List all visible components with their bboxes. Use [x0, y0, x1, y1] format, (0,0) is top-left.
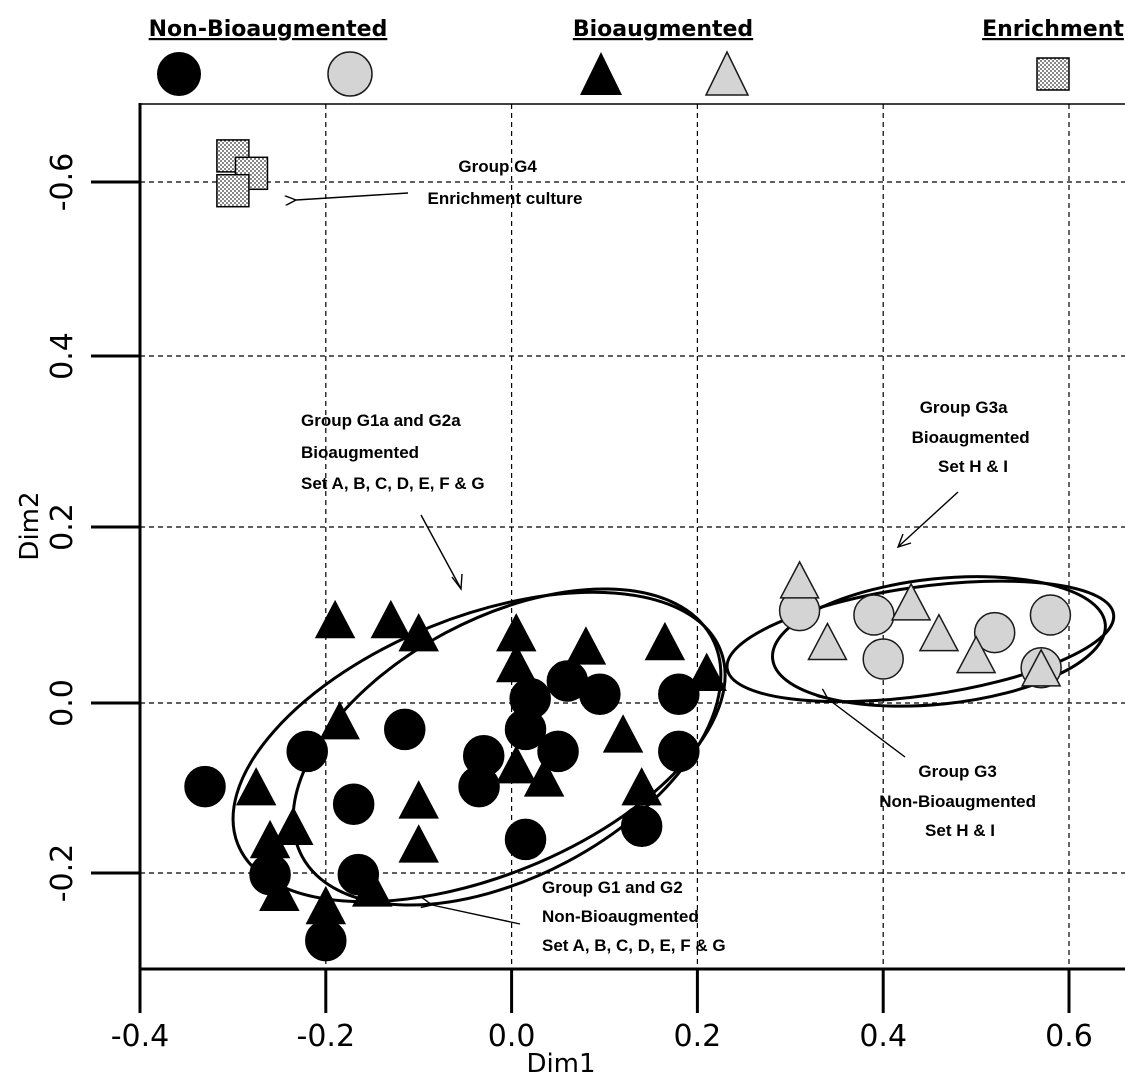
y-tick-label: 0.0	[45, 679, 80, 727]
annotation-g3: Group G3 Non-Bioaugmented Set H & I	[879, 762, 1041, 840]
gridlines	[140, 104, 1125, 969]
point-bioaugmented-light	[918, 613, 960, 652]
point-non-bioaugmented-light	[853, 594, 895, 636]
point-bioaugmented-dark	[496, 643, 537, 683]
x-tick-label: -0.2	[297, 1019, 356, 1054]
point-non-bioaugmented-dark	[504, 708, 547, 751]
y-tick-label: -0.2	[45, 844, 80, 903]
x-tick-label: 0.0	[488, 1019, 536, 1054]
point-bioaugmented-dark	[523, 758, 565, 797]
annotation-g3a-arrow	[898, 491, 959, 547]
point-bioaugmented-dark	[621, 767, 662, 806]
point-non-bioaugmented-dark	[537, 730, 579, 773]
annotation-g3a: Group G3a Bioaugmented Set H & I	[912, 398, 1035, 476]
annotation-g1a-g2a: Group G1a and G2a Bioaugmented Set A, B,…	[301, 411, 485, 493]
annotation-g1-g2: Group G1 and G2 Non-Bioaugmented Set A, …	[542, 878, 726, 955]
legend-title-bioaugmented: Bioaugmented	[573, 17, 753, 42]
legend-marker-dark-triangle	[580, 52, 622, 95]
group-ellipse	[725, 579, 1116, 704]
point-non-bioaugmented-dark	[332, 783, 375, 825]
legend-marker-light-circle	[327, 51, 373, 97]
point-non-bioaugmented-dark	[384, 708, 426, 751]
annotations: Group G4 Enrichment culture Group G1a an…	[296, 157, 1041, 955]
point-bioaugmented-dark	[314, 599, 356, 639]
annotation-g1a-arrowhead	[451, 573, 463, 591]
point-non-bioaugmented-dark	[305, 919, 347, 962]
point-non-bioaugmented-dark	[620, 805, 663, 847]
legend-marker-dark-circle	[157, 52, 201, 96]
point-non-bioaugmented-dark	[184, 765, 226, 808]
point-non-bioaugmented-dark	[579, 673, 621, 715]
point-bioaugmented-dark	[398, 780, 439, 819]
point-bioaugmented-light	[807, 621, 848, 661]
point-bioaugmented-dark	[398, 613, 439, 652]
y-axis-title: Dim2	[15, 491, 45, 560]
point-enrichment	[216, 173, 250, 208]
group-ellipses	[231, 575, 1116, 907]
axis-ticks: -0.4 -0.2 0.0 0.2 0.4 0.6 -0.6 0.4 0.2 0.0 -0.2	[45, 153, 1093, 1054]
annotation-g1-arrow	[432, 905, 521, 925]
annotation-g4-arrow	[296, 192, 409, 200]
data-points	[184, 139, 1072, 962]
legend: Non-Bioaugmented Bioaugmented Enrichment	[149, 17, 1124, 97]
point-bioaugmented-dark	[273, 806, 314, 846]
point-bioaugmented-dark	[319, 701, 360, 740]
y-tick-label: -0.6	[45, 153, 80, 212]
y-tick-label: 0.2	[45, 503, 80, 551]
annotation-g1a-arrow	[420, 514, 461, 588]
point-non-bioaugmented-dark	[658, 673, 700, 715]
point-bioaugmented-light	[955, 635, 997, 674]
point-non-bioaugmented-dark	[504, 818, 547, 861]
point-bioaugmented-light	[890, 582, 932, 621]
point-bioaugmented-dark	[602, 714, 644, 753]
annotation-g3a-arrowhead	[896, 533, 912, 549]
x-axis-title: Dim1	[526, 1049, 595, 1079]
point-bioaugmented-dark	[496, 745, 537, 784]
point-bioaugmented-dark	[565, 626, 607, 665]
x-tick-label: -0.4	[111, 1019, 170, 1054]
point-bioaugmented-light	[779, 560, 820, 599]
point-bioaugmented-dark	[235, 767, 277, 806]
annotation-g3-arrow	[828, 699, 906, 758]
point-non-bioaugmented-light	[973, 611, 1016, 654]
legend-title-non-bioaugmented: Non-Bioaugmented	[149, 17, 388, 42]
point-non-bioaugmented-light	[1029, 594, 1072, 636]
point-bioaugmented-light	[1020, 648, 1062, 687]
point-bioaugmented-dark	[352, 868, 393, 907]
legend-title-enrichment: Enrichment	[982, 17, 1124, 42]
point-bioaugmented-dark	[259, 872, 300, 912]
x-tick-label: 0.6	[1045, 1019, 1093, 1054]
point-non-bioaugmented-light	[862, 638, 904, 680]
point-non-bioaugmented-dark	[286, 730, 328, 773]
group-ellipse	[771, 575, 1107, 708]
point-bioaugmented-dark	[305, 885, 347, 925]
group-ellipse	[291, 587, 723, 907]
legend-marker-light-triangle	[704, 50, 750, 96]
group-ellipse	[231, 590, 727, 904]
y-tick-label: 0.4	[45, 332, 80, 380]
point-bioaugmented-dark	[370, 599, 412, 639]
x-tick-label: 0.4	[859, 1019, 907, 1054]
annotation-g4: Group G4 Enrichment culture	[428, 157, 583, 208]
axes	[138, 103, 1125, 971]
point-non-bioaugmented-dark	[658, 730, 700, 773]
point-bioaugmented-dark	[644, 621, 686, 661]
x-tick-label: 0.2	[674, 1019, 722, 1054]
point-bioaugmented-dark	[686, 652, 727, 692]
point-bioaugmented-dark	[398, 824, 439, 863]
point-non-bioaugmented-dark	[458, 765, 500, 808]
legend-marker-enrichment-square	[1036, 57, 1070, 91]
